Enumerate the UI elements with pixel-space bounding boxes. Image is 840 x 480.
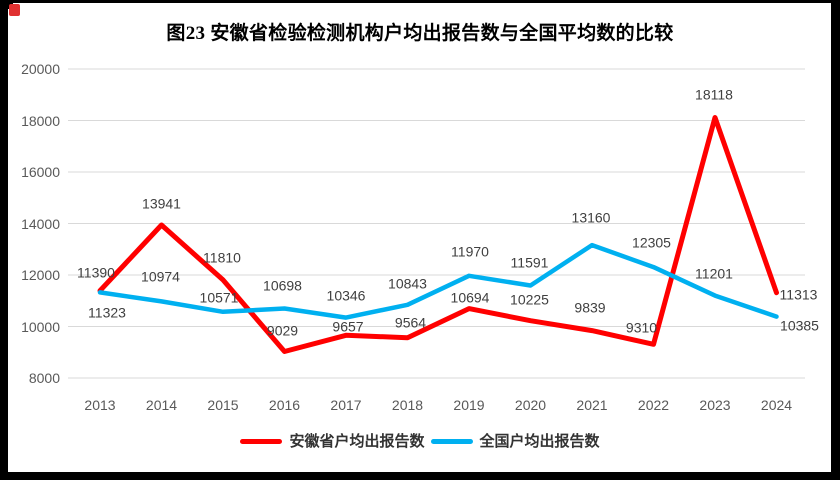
data-label: 10698	[263, 277, 302, 294]
data-label: 10225	[510, 291, 549, 308]
data-label: 10346	[326, 287, 366, 304]
x-tick-label: 2021	[576, 397, 608, 413]
x-tick-label: 2024	[760, 397, 793, 413]
legend-label-national: 全国户均出报告数	[479, 433, 600, 450]
red-line-swatch-icon	[240, 439, 283, 444]
x-tick-label: 2016	[268, 397, 301, 413]
x-tick-label: 2022	[637, 397, 670, 413]
x-tick-label: 2014	[145, 397, 178, 413]
data-label: 10694	[450, 289, 490, 306]
data-label: 18118	[695, 86, 733, 103]
legend-item-national: 全国户均出报告数	[430, 433, 600, 450]
data-label: 12305	[632, 234, 671, 251]
legend: 安徽省户均出报告数 全国户均出报告数	[0, 433, 840, 450]
y-tick-label: 16000	[21, 164, 60, 180]
red-corner-mark	[9, 4, 20, 16]
x-tick-label: 2023	[699, 397, 731, 413]
data-label: 9310	[625, 319, 658, 336]
data-label: 10974	[141, 268, 180, 285]
data-label: 10385	[780, 317, 819, 334]
y-tick-label: 14000	[21, 215, 60, 232]
x-tick-label: 2015	[207, 397, 239, 413]
legend-label-anhui: 安徽省户均出报告数	[289, 433, 425, 450]
x-tick-label: 2013	[84, 397, 116, 413]
legend-item-anhui: 安徽省户均出报告数	[240, 433, 425, 450]
chart-title: 图23 安徽省检验检测机构户均出报告数与全国平均数的比较	[166, 23, 674, 44]
data-label: 11970	[451, 243, 489, 260]
data-label: 13941	[142, 195, 181, 212]
x-tick-label: 2019	[453, 397, 485, 413]
blue-line-swatch-icon	[430, 439, 473, 444]
x-tick-label: 2020	[514, 397, 547, 413]
data-label: 10843	[388, 275, 427, 292]
y-tick-label: 8000	[28, 370, 60, 386]
y-tick-label: 12000	[21, 267, 60, 283]
data-label: 9029	[266, 322, 299, 338]
data-label: 11201	[695, 265, 733, 282]
y-tick-label: 20000	[21, 61, 60, 77]
data-label: 9839	[574, 299, 606, 316]
data-label: 11390	[77, 264, 115, 281]
x-tick-label: 2018	[391, 397, 424, 413]
x-tick-label: 2017	[330, 397, 362, 413]
data-label: 9657	[332, 318, 364, 335]
data-label: 11810	[203, 249, 241, 266]
y-tick-label: 18000	[21, 112, 60, 129]
data-label: 11323	[88, 304, 126, 321]
data-label: 9564	[394, 314, 427, 331]
data-label: 13160	[571, 209, 611, 226]
y-tick-label: 10000	[21, 318, 60, 335]
data-label: 11591	[510, 254, 549, 271]
data-label: 10571	[199, 289, 239, 306]
data-label: 11313	[779, 286, 818, 303]
